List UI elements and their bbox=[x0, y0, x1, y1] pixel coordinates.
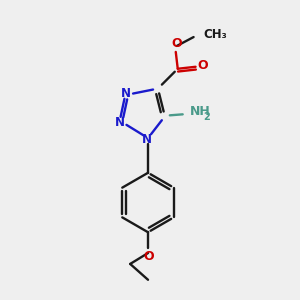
Text: N: N bbox=[115, 116, 125, 129]
Text: O: O bbox=[197, 59, 208, 72]
Text: O: O bbox=[144, 250, 154, 262]
Text: O: O bbox=[171, 38, 182, 50]
Text: N: N bbox=[121, 87, 131, 100]
Text: CH₃: CH₃ bbox=[203, 28, 227, 40]
Text: 2: 2 bbox=[203, 112, 210, 122]
Text: N: N bbox=[142, 133, 152, 146]
Text: NH: NH bbox=[190, 105, 210, 118]
